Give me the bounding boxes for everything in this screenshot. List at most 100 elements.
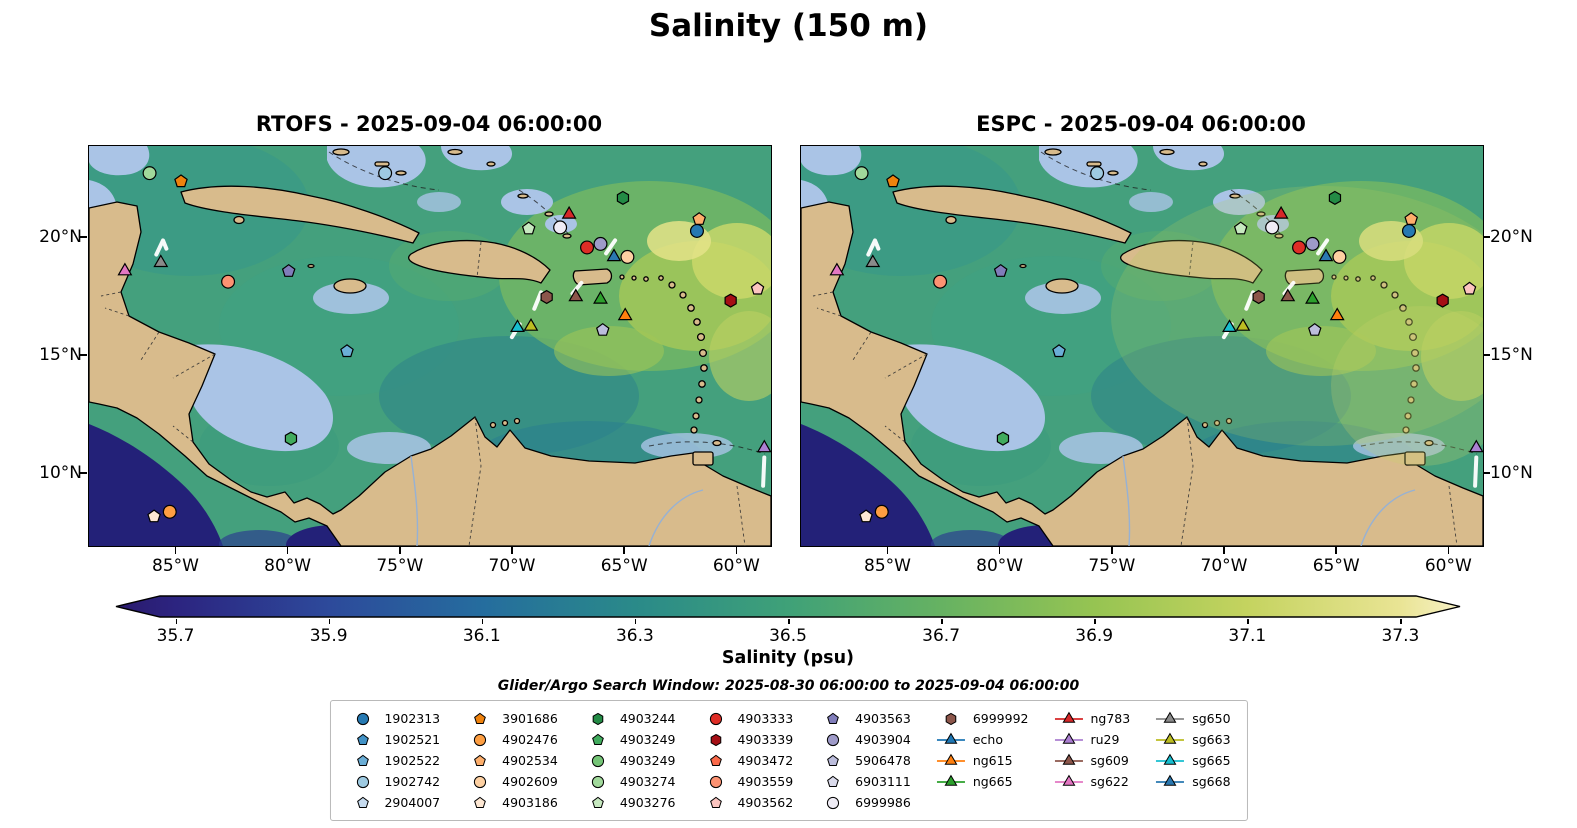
platform-marker-4903249 [996, 431, 1010, 446]
y-tick-label: 10°N [1490, 463, 1533, 484]
argo-marker-icon [827, 712, 840, 724]
legend-item-4903249: 4903249 [582, 729, 675, 750]
panel-rtofs-title: RTOFS - 2025-09-04 06:00:00 [255, 112, 603, 136]
platform-marker-sg665 [510, 319, 525, 332]
legend-label: sg665 [1192, 753, 1231, 768]
x-tick-mark [286, 547, 289, 554]
colorbar-tick-label: 35.7 [156, 626, 195, 646]
x-tick-label: 70°W [488, 556, 536, 576]
y-tick-label: 10°N [39, 463, 82, 484]
colorbar-tick-mark [481, 619, 484, 624]
legend-item-4903904: 4903904 [817, 729, 911, 750]
glider-marker-icon [1156, 711, 1185, 723]
platform-marker-sg609 [568, 288, 584, 302]
argo-marker-icon [827, 733, 840, 747]
platform-marker-1902313 [1401, 223, 1416, 238]
platform-marker-4903274 [854, 166, 869, 181]
glider-track-0 [154, 238, 169, 257]
legend-item-sg665: sg665 [1154, 750, 1231, 771]
platform-marker-ru29 [1468, 439, 1483, 453]
platform-marker-ng665 [593, 290, 608, 304]
legend-label: ng665 [972, 774, 1013, 789]
platform-marker-4902609 [620, 249, 635, 264]
legend-item-4903339: 4903339 [699, 729, 793, 750]
platform-marker-1902522 [340, 344, 354, 358]
argo-marker-icon [827, 754, 840, 766]
x-tick-label: 70°W [1200, 556, 1248, 576]
platform-marker-ng665 [1305, 290, 1320, 304]
platform-marker-sg650 [865, 254, 881, 268]
legend-item-1902313: 1902313 [346, 708, 440, 729]
argo-marker-icon [474, 775, 487, 789]
platform-marker-4902534 [692, 212, 707, 225]
glider-track-5 [1473, 455, 1479, 488]
legend-label: 4903562 [737, 795, 794, 810]
legend-label: 5906478 [855, 753, 911, 768]
search-window-caption: Glider/Argo Search Window: 2025-08-30 06… [497, 678, 1080, 694]
platform-marker-4903249 [284, 431, 298, 446]
legend-label: 3901686 [502, 711, 558, 726]
legend-label: sg609 [1090, 753, 1129, 768]
platform-marker-6999992 [1252, 289, 1265, 305]
legend-label: 4903249 [619, 753, 676, 768]
argo-marker-icon [474, 733, 487, 747]
legend-item-4903276: 4903276 [582, 792, 676, 813]
figure-title: Salinity (150 m) [648, 8, 929, 44]
legend-label: 4903276 [619, 795, 676, 810]
x-tick-mark [1111, 547, 1113, 554]
legend-column-2: 4903244 4903249 4903249 4903274 4903276 [582, 708, 676, 813]
colorbar-tick-label: 36.3 [615, 626, 654, 646]
x-tick-label: 60°W [1424, 556, 1472, 576]
legend-item-4903274: 4903274 [582, 771, 675, 792]
y-tick-mark [80, 236, 87, 238]
argo-marker-icon [474, 754, 487, 766]
argo-marker-icon [356, 754, 369, 766]
glider-marker-icon [1156, 774, 1185, 786]
legend-column-0: 1902313 1902521 1902522 1902742 2904007 [346, 708, 440, 813]
legend-label: 6999986 [855, 795, 911, 810]
colorbar-tick-mark [175, 619, 178, 624]
platform-marker-4903333 [1292, 240, 1307, 255]
platform-marker-ng615 [617, 307, 633, 321]
x-tick-label: 65°W [1312, 556, 1360, 576]
x-tick-label: 60°W [712, 556, 760, 576]
colorbar-tick-mark [1247, 619, 1249, 624]
colorbar-tick-mark [328, 619, 331, 624]
legend-item-echo: echo [935, 729, 1029, 750]
x-tick-mark [735, 547, 738, 554]
platform-marker-sg665 [1222, 319, 1237, 332]
legend-label: ng615 [972, 753, 1013, 768]
legend-item-ng615: ng615 [935, 750, 1029, 771]
platform-marker-4903339 [724, 293, 737, 308]
legend-label: 4903472 [737, 753, 794, 768]
legend: 1902313 1902521 1902522 1902742 2904007 39016… [329, 700, 1248, 821]
legend-item-4903562: 4903562 [699, 792, 793, 813]
colorbar-tick-mark [634, 619, 637, 624]
platform-marker-4903559 [221, 274, 236, 289]
platform-marker-4903274 [142, 166, 157, 181]
platform-marker-4903186 [859, 509, 873, 523]
legend-label: 6903111 [855, 774, 911, 789]
glider-track-3 [604, 238, 618, 256]
legend-item-ng783: ng783 [1053, 708, 1130, 729]
argo-marker-icon [709, 754, 722, 766]
x-tick-mark [998, 547, 1001, 554]
argo-marker-icon [591, 733, 604, 745]
legend-label: 1902521 [384, 732, 441, 747]
glider-marker-icon [1054, 732, 1083, 744]
platform-marker-6999986 [553, 220, 568, 235]
colorbar-tick-mark [1094, 619, 1096, 624]
platform-marker-4903244 [1328, 190, 1342, 205]
platform-marker-4903562 [1462, 281, 1477, 295]
legend-label: 2904007 [384, 795, 441, 810]
platform-marker-sg622 [117, 262, 133, 276]
colorbar-tick-label: 37.3 [1381, 626, 1420, 646]
glider-marker-icon [936, 774, 965, 786]
legend-item-4903472: 4903472 [699, 750, 793, 771]
y-tick-mark [1483, 354, 1490, 356]
legend-item-2904007: 2904007 [346, 792, 440, 813]
legend-item-1902742: 1902742 [346, 771, 440, 792]
legend-item-sg668: sg668 [1154, 771, 1231, 792]
legend-column-4: 4903563 4903904 5906478 6903111 6999986 [817, 708, 911, 813]
glider-marker-icon [1054, 774, 1083, 786]
